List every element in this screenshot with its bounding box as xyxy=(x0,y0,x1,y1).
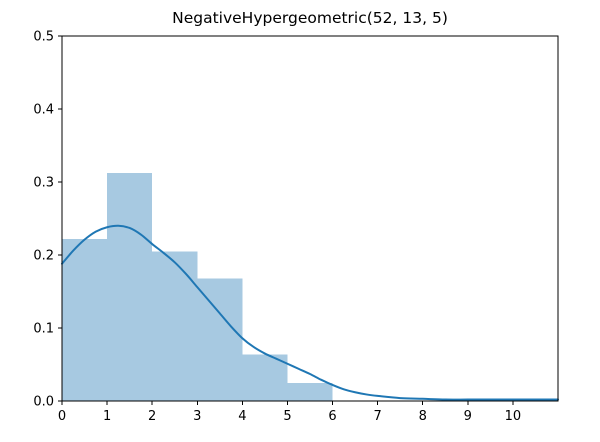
histogram-bar xyxy=(242,354,288,401)
x-tick-label: 3 xyxy=(193,409,201,424)
y-tick-label: 0.0 xyxy=(33,395,54,410)
x-tick-label: 4 xyxy=(238,409,246,424)
x-tick-label: 0 xyxy=(58,409,66,424)
y-tick-label: 0.2 xyxy=(33,249,54,264)
y-tick-label: 0.5 xyxy=(33,30,54,45)
y-tick-label: 0.3 xyxy=(33,176,54,191)
axes-frame xyxy=(61,35,559,402)
x-tick-label: 10 xyxy=(505,409,522,424)
x-tick-label: 9 xyxy=(464,409,472,424)
histogram-bar xyxy=(62,238,108,401)
histogram-bar xyxy=(287,382,333,401)
chart-title: NegativeHypergeometric(52, 13, 5) xyxy=(172,9,448,27)
histogram-bar xyxy=(152,251,198,401)
kde-curve xyxy=(61,224,559,401)
y-tick-label: 0.1 xyxy=(33,322,54,337)
x-tick-label: 2 xyxy=(148,409,156,424)
x-tick-label: 6 xyxy=(328,409,336,424)
x-tick-label: 1 xyxy=(103,409,111,424)
y-tick-label: 0.4 xyxy=(33,103,54,118)
x-tick-label: 7 xyxy=(373,409,381,424)
histogram-bar xyxy=(107,173,153,401)
histogram-bar xyxy=(197,278,243,401)
x-tick-label: 5 xyxy=(283,409,291,424)
x-tick-label: 8 xyxy=(419,409,427,424)
